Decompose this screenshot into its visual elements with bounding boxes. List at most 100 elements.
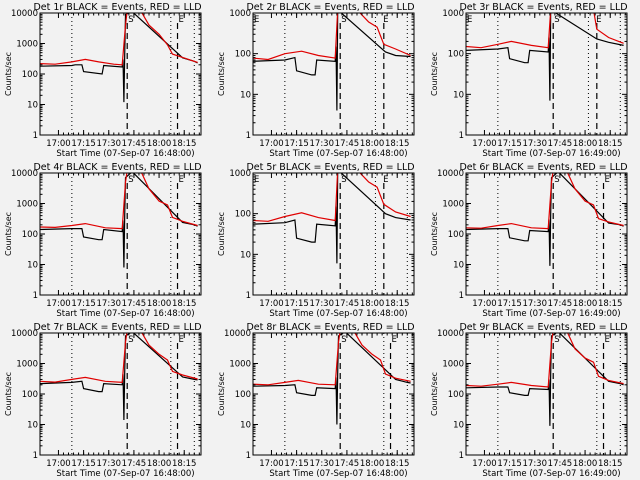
y-axis-label: Counts/sec [4,52,13,96]
panel-title: Det 7r BLACK = Events, RED = LLD [33,322,201,333]
x-tick-label: 17:15 [497,139,522,149]
y-tick-label: 1 [33,451,38,461]
panel-det-1: Det 1r BLACK = Events, RED = LLD S E 1 10 100… [4,2,202,159]
marker-s: S [554,15,559,25]
series-events [40,333,198,421]
marker-s: S [128,335,133,345]
x-tick-label: 17:00 [46,299,71,309]
marker-e: E [392,335,397,345]
plot-frame [252,332,415,456]
x-tick-label: 17:00 [46,139,71,149]
marker-e: E [383,175,388,185]
y-axis-label: Counts/sec [217,212,226,256]
x-tick-label: 18:00 [147,299,172,309]
marker-s: S [554,175,559,185]
x-tick-label: 17:15 [284,299,309,309]
series-lld [40,173,198,230]
x-tick-label: 18:00 [147,139,172,149]
plot-frame [465,172,628,296]
x-tick-label: 17:15 [497,299,522,309]
panel-title: Det 4r BLACK = Events, RED = LLD [33,162,201,173]
x-tick-label: 17:30 [97,299,122,309]
series-events [40,13,198,103]
y-tick-label: 100 [235,50,251,60]
x-tick-label: 17:45 [548,299,573,309]
y-tick-label: 10 [27,101,38,111]
plot-frame [465,12,628,136]
x-tick-label: 18:15 [385,459,410,469]
x-tick-label: 18:15 [385,299,410,309]
y-tick-label: 100 [22,230,38,240]
panel-det-7: Det 7r BLACK = Events, RED = LLD S E 1 10 100… [4,322,202,479]
x-axis-label: Start Time (07-Sep-07 16:48:00) [269,469,407,479]
y-tick-label: 1000 [229,169,251,179]
x-tick-label: 17:30 [97,459,122,469]
x-tick-label: 17:00 [472,459,497,469]
series-events [40,173,198,268]
x-axis-label: Start Time (07-Sep-07 16:49:00) [482,149,620,159]
y-tick-label: 10 [27,421,38,431]
x-tick-label: 18:00 [147,459,172,469]
series-events [253,173,411,264]
x-tick-label: 17:30 [97,139,122,149]
x-axis-label: Start Time (07-Sep-07 16:49:00) [482,309,620,319]
series-events [466,13,624,101]
panel-title: Det 3r BLACK = Events, RED = LLD [459,2,627,13]
x-tick-label: 18:00 [573,299,598,309]
x-axis-label: Start Time (07-Sep-07 16:48:00) [56,309,194,319]
series-lld [253,173,411,222]
x-axis-label: Start Time (07-Sep-07 16:48:00) [56,469,194,479]
panel-det-9: Det 9r BLACK = Events, RED = LLD S E 1 10 100… [430,322,628,479]
plot-frame [252,172,415,296]
y-tick-label: 10 [27,261,38,271]
plot-frame [39,332,202,456]
x-tick-label: 17:45 [122,299,147,309]
series-lld [253,333,411,386]
y-tick-label: 100 [448,230,464,240]
marker-e: E [467,15,472,25]
y-tick-label: 1 [246,131,251,141]
plot-frame [39,172,202,296]
x-tick-label: 17:45 [122,139,147,149]
panel-title: Det 1r BLACK = Events, RED = LLD [33,2,201,13]
y-tick-label: 1000 [16,360,38,370]
y-tick-label: 10000 [437,329,464,339]
series-events [466,333,624,426]
x-tick-label: 18:00 [360,459,385,469]
x-tick-label: 17:15 [284,139,309,149]
panel-det-4: Det 4r BLACK = Events, RED = LLD S E 1 10 100… [4,162,202,319]
x-tick-label: 17:45 [335,459,360,469]
y-axis-label: Counts/sec [217,52,226,96]
y-tick-label: 10000 [437,169,464,179]
plot-frame [465,332,628,456]
series-lld [40,13,198,66]
y-tick-label: 1000 [229,9,251,19]
y-tick-label: 10 [240,250,251,260]
panel-title: Det 8r BLACK = Events, RED = LLD [246,322,414,333]
series-lld [466,333,624,388]
x-tick-label: 18:00 [360,299,385,309]
marker-e: E [254,175,259,185]
x-tick-label: 17:00 [46,459,71,469]
x-tick-label: 17:45 [335,139,360,149]
plot-frame [252,12,415,136]
y-tick-label: 100 [235,210,251,220]
marker-e: E [179,335,184,345]
x-tick-label: 18:15 [598,459,623,469]
x-tick-label: 17:15 [71,459,96,469]
y-tick-label: 1 [459,291,464,301]
series-lld [40,333,198,384]
y-tick-label: 1 [33,131,38,141]
y-tick-label: 10000 [11,329,38,339]
y-tick-label: 1000 [229,360,251,370]
y-axis-label: Counts/sec [430,212,439,256]
y-tick-label: 100 [448,50,464,60]
y-axis-label: Counts/sec [4,372,13,416]
x-tick-label: 17:00 [259,139,284,149]
x-tick-label: 17:30 [523,299,548,309]
x-tick-label: 17:30 [310,459,335,469]
y-tick-label: 10 [453,90,464,100]
x-axis-label: Start Time (07-Sep-07 16:48:00) [269,309,407,319]
y-tick-label: 10000 [224,329,251,339]
